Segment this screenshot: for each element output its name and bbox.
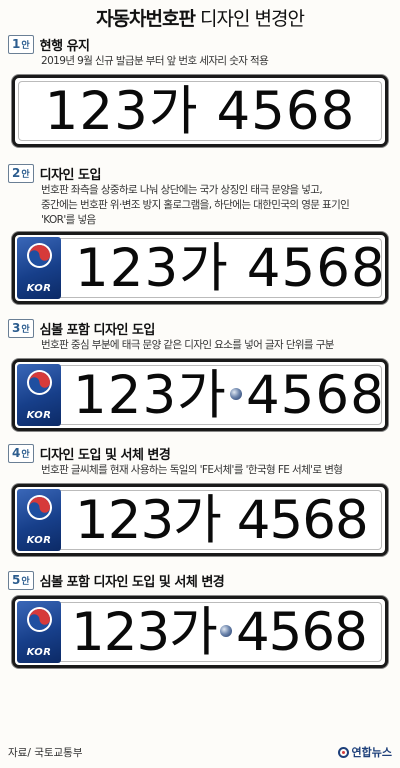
country-strip: KOR: [17, 237, 61, 299]
plate-number: 123가 4568: [75, 237, 386, 299]
plate-number: 123가 4568: [71, 601, 368, 663]
description-line: 중간에는 번호판 위·변조 방지 홀로그램을, 하단에는 대한민국의 영문 표기…: [41, 199, 350, 211]
description-line: 번호판 좌측을 상중하로 나눠 상단에는 국가 상징인 태극 문양을 넣고,: [41, 184, 323, 196]
license-plate: KOR 123가 4568: [12, 596, 388, 668]
description-line: 2019년 9월 신규 발급분 부터 앞 번호 세자리 숫자 적용: [41, 55, 269, 67]
option-title: 심볼 포함 디자인 도입 및 서체 변경: [39, 574, 225, 590]
description-line: 번호판 중심 부분에 태극 문양 같은 디자인 요소를 넣어 글자 단위를 구분: [41, 339, 334, 351]
plate-number: 123가 4568: [44, 80, 356, 142]
taegeuk-icon: [26, 243, 52, 268]
brand: 연합뉴스: [337, 744, 392, 760]
option-title: 디자인 도입: [39, 167, 102, 183]
symbol-dot-icon: [229, 387, 242, 400]
title-bold: 자동차번호판: [96, 8, 196, 30]
taegeuk-icon: [26, 495, 52, 520]
plate-number: 123가 4568: [75, 489, 369, 551]
title-light: 디자인 변경안: [200, 8, 305, 30]
taegeuk-icon: [26, 370, 52, 395]
option-title: 현행 유지: [39, 38, 90, 54]
option-title: 디자인 도입 및 서체 변경: [39, 447, 171, 463]
license-plate: KOR 123가 4568: [12, 232, 388, 304]
description-line: 'KOR'를 넣음: [41, 214, 96, 226]
plate-number: 123가 4568: [73, 364, 385, 426]
license-plate: 123가 4568: [12, 75, 388, 147]
option-description: 번호판 글씨체를 현재 사용하는 독일의 'FE서체'를 '한국형 FE 서체'…: [8, 463, 392, 478]
option-title: 심볼 포함 디자인 도입: [39, 322, 156, 338]
option-description: 번호판 좌측을 상중하로 나눠 상단에는 국가 상징인 태극 문양을 넣고, 중…: [8, 183, 392, 228]
description-line: 번호판 글씨체를 현재 사용하는 독일의 'FE서체'를 '한국형 FE 서체'…: [41, 464, 343, 476]
option-description: 2019년 9월 신규 발급분 부터 앞 번호 세자리 숫자 적용: [8, 54, 392, 69]
symbol-dot-icon: [219, 624, 232, 637]
option-description: 번호판 중심 부분에 태극 문양 같은 디자인 요소를 넣어 글자 단위를 구분: [8, 338, 392, 353]
source-credit: 자료/ 국토교통부: [8, 746, 83, 759]
license-plate: KOR 123가 4568: [12, 359, 388, 431]
kor-mark: KOR: [26, 535, 52, 546]
kor-mark: KOR: [26, 410, 52, 421]
country-strip: KOR: [17, 364, 61, 426]
footer: 자료/ 국토교통부 연합뉴스: [8, 742, 392, 762]
taegeuk-icon: [26, 607, 52, 632]
license-plate: KOR 123가 4568: [12, 484, 388, 556]
country-strip: KOR: [17, 601, 61, 663]
kor-mark: KOR: [26, 283, 52, 294]
yonhap-logo-icon: [337, 746, 349, 758]
page-title: 자동차번호판 디자인 변경안: [8, 6, 392, 32]
brand-name: 연합뉴스: [351, 746, 392, 759]
kor-mark: KOR: [26, 647, 52, 658]
country-strip: KOR: [17, 489, 61, 551]
